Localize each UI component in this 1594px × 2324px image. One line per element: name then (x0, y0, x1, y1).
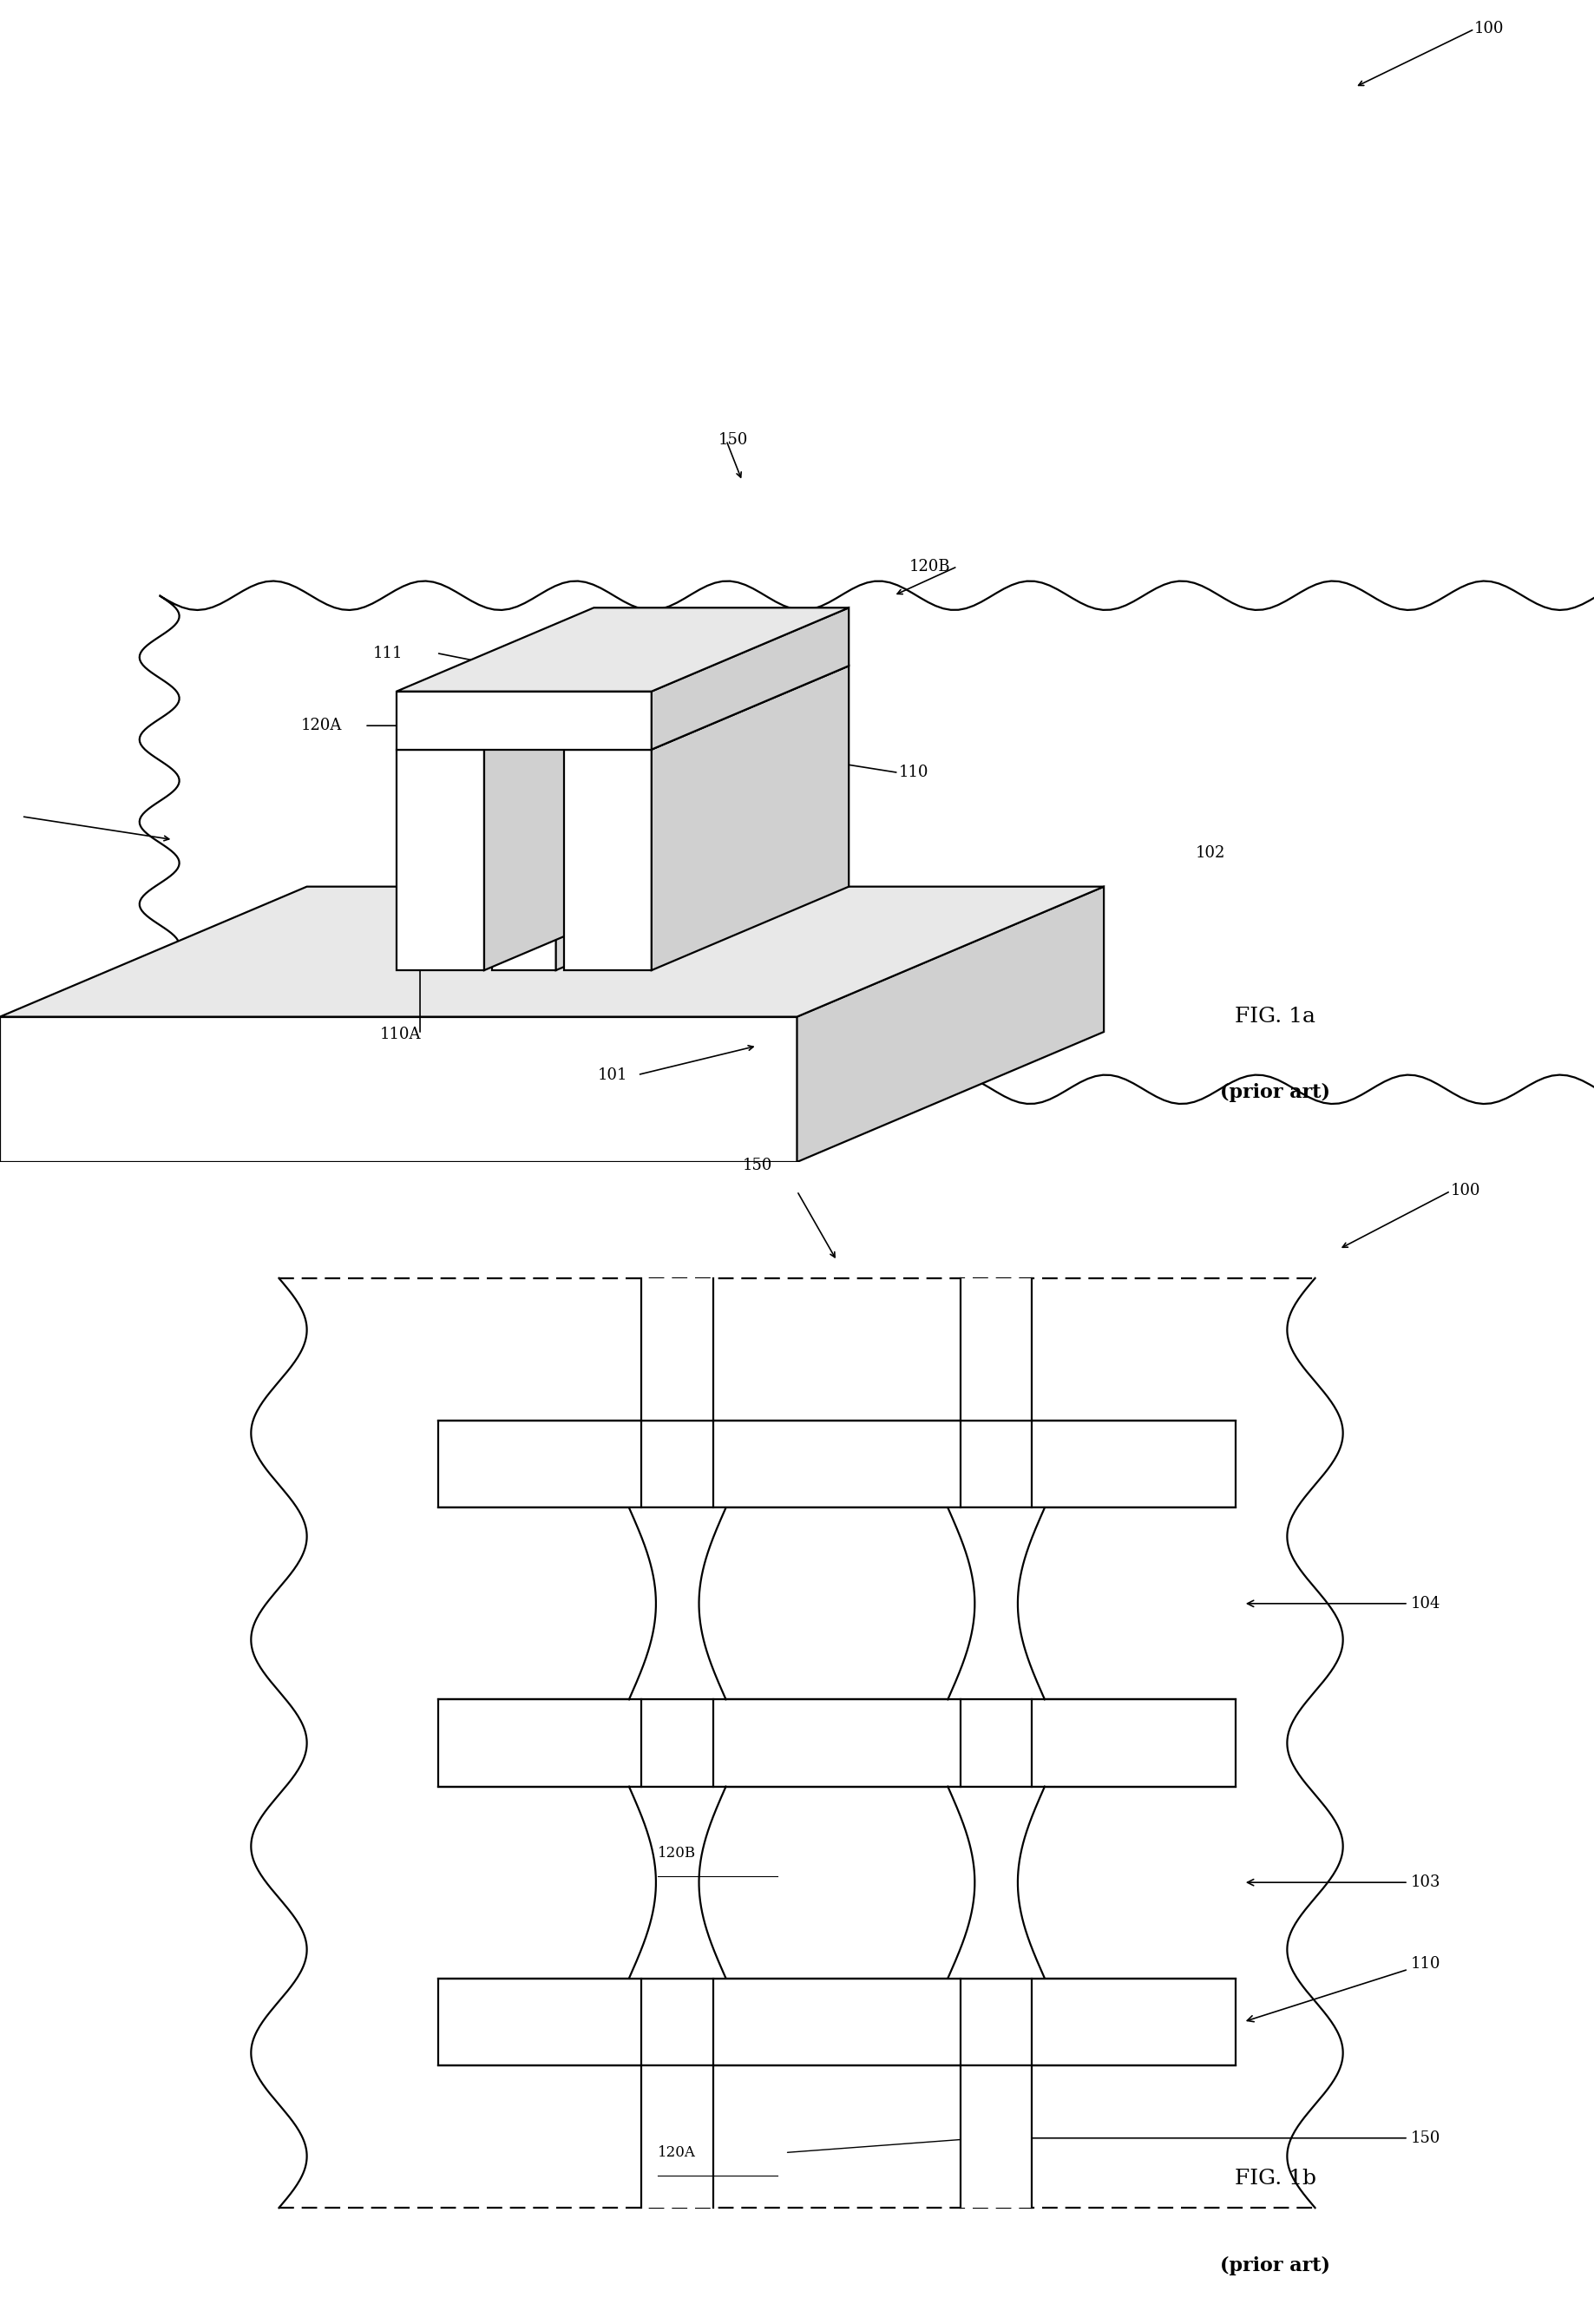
Text: 120A: 120A (658, 2145, 695, 2159)
Polygon shape (397, 607, 850, 690)
Text: 110A: 110A (381, 1027, 421, 1041)
Text: 150: 150 (1009, 2131, 1441, 2145)
Text: (prior art): (prior art) (1219, 1083, 1331, 1102)
Polygon shape (0, 885, 1105, 1018)
Text: 112: 112 (787, 695, 816, 709)
Text: 150: 150 (743, 1157, 771, 1174)
Text: 102: 102 (1196, 846, 1224, 860)
Text: 100: 100 (1474, 21, 1505, 37)
Text: 110: 110 (1247, 1957, 1441, 2022)
Text: 111: 111 (714, 872, 744, 885)
Bar (642, 2066, 714, 2208)
Polygon shape (0, 1018, 797, 1162)
Polygon shape (797, 885, 1105, 1162)
Text: 120A: 120A (301, 718, 343, 734)
Bar (438, 1699, 1235, 1787)
Text: 101: 101 (598, 1067, 628, 1083)
Text: 111: 111 (373, 646, 403, 660)
Polygon shape (397, 748, 485, 971)
Bar (438, 1420, 1235, 1508)
Text: 103: 103 (1248, 1875, 1441, 1889)
Text: (prior art): (prior art) (1219, 2257, 1331, 2275)
Bar (961, 1278, 1033, 1420)
Bar (438, 1978, 1235, 2066)
Polygon shape (556, 725, 754, 971)
Text: 120B: 120B (658, 1845, 697, 1862)
Polygon shape (397, 665, 682, 748)
Polygon shape (485, 665, 682, 971)
Polygon shape (493, 725, 754, 806)
Text: FIG. 1b: FIG. 1b (1234, 2168, 1317, 2189)
Polygon shape (564, 748, 652, 971)
Text: 104: 104 (1248, 1597, 1441, 1611)
Text: 110: 110 (899, 765, 929, 781)
Text: 110W: 110W (716, 823, 762, 839)
Polygon shape (652, 607, 850, 748)
Polygon shape (397, 690, 652, 748)
Text: FIG. 1a: FIG. 1a (1235, 1006, 1315, 1027)
Polygon shape (493, 806, 556, 971)
Bar (961, 2066, 1033, 2208)
Polygon shape (140, 581, 1594, 1104)
Polygon shape (564, 665, 850, 748)
Bar (642, 1278, 714, 1420)
Text: 150: 150 (719, 432, 748, 449)
Polygon shape (652, 665, 850, 971)
Text: 110H: 110H (445, 739, 488, 755)
Text: 110B: 110B (716, 660, 757, 674)
Text: 120B: 120B (910, 558, 952, 574)
Text: 100: 100 (1451, 1183, 1481, 1199)
